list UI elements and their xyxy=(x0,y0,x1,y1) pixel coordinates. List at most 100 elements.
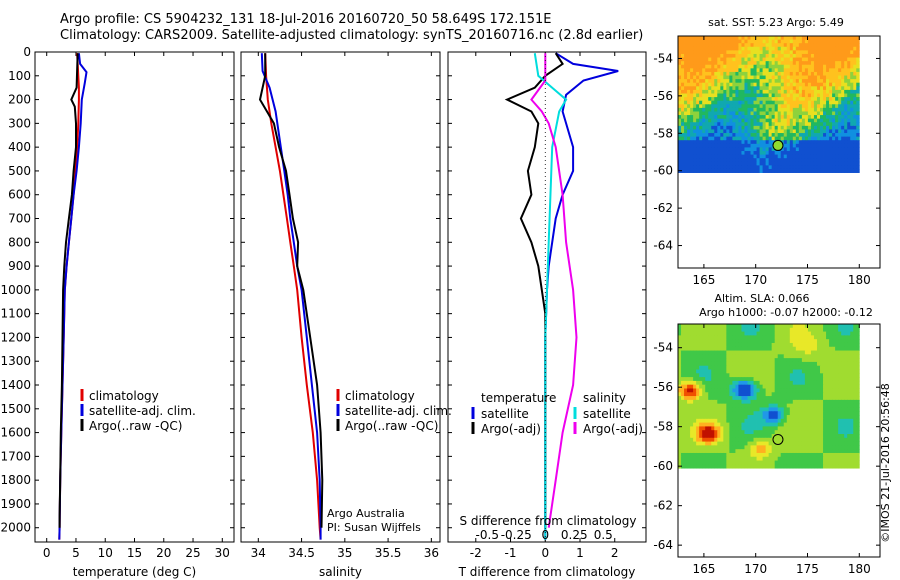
sla-map-xtick-label: 180 xyxy=(848,562,871,576)
sst-map-field xyxy=(678,36,860,173)
salinity-xtick-label: 35 xyxy=(337,546,352,560)
difference-xtick-label: 2 xyxy=(611,546,619,560)
difference-series-line xyxy=(504,52,564,528)
temperature-xtick-label: 10 xyxy=(98,546,113,560)
difference-xtick-label: -1 xyxy=(505,546,517,560)
sla-map-xtick-label: 175 xyxy=(796,562,819,576)
difference-xlabel-top: S difference from climatology xyxy=(460,514,637,528)
sst-map-xtick-label: 175 xyxy=(796,273,819,287)
salinity-legend-label: Argo(..raw -QC) xyxy=(345,419,438,433)
temperature-ytick-label: 2000 xyxy=(0,521,31,535)
sst-map-float-marker xyxy=(772,139,784,151)
temperature-xtick-label: 0 xyxy=(43,546,51,560)
temperature-xtick-label: 15 xyxy=(127,546,142,560)
sst-map-ytick-label: -54 xyxy=(653,51,673,65)
salinity-xtick-label: 34 xyxy=(251,546,266,560)
salinity-series-line xyxy=(258,53,324,528)
difference-s-tick-label: 0.5 xyxy=(594,528,613,542)
salinity-xtick-label: 35.5 xyxy=(375,546,402,560)
salinity-legend-label: climatology xyxy=(345,389,415,403)
temperature-ytick-label: 0 xyxy=(23,45,31,59)
difference-xtick-label: 1 xyxy=(576,546,584,560)
header-line-1: Argo profile: CS 5904232_131 18-Jul-2016… xyxy=(60,12,552,27)
sst-map-frame xyxy=(677,35,881,269)
sla-map-xtick-label: 165 xyxy=(692,562,715,576)
sst-map-ytick-label: -62 xyxy=(653,201,673,215)
difference-xtick-label: 0 xyxy=(541,546,549,560)
sla-map-ytick-label: -56 xyxy=(653,380,673,394)
difference-s-tick-label: 0 xyxy=(541,528,549,542)
difference-legend-label: Argo(-adj) xyxy=(583,422,643,436)
salinity-annotation: Argo Australia xyxy=(327,507,405,520)
difference-series-line xyxy=(530,53,578,528)
sla-map-title: Altim. SLA: 0.066 xyxy=(714,292,809,305)
temperature-ytick-label: 1600 xyxy=(0,426,31,440)
salinity-frame xyxy=(240,51,441,543)
sla-map-xtick-label: 170 xyxy=(744,562,767,576)
temperature-ytick-label: 1300 xyxy=(0,354,31,368)
temperature-ytick-label: 600 xyxy=(8,188,31,202)
sst-map-ytick-label: -56 xyxy=(653,89,673,103)
temperature-ytick-label: 500 xyxy=(8,164,31,178)
salinity-xtick-label: 34.5 xyxy=(288,546,315,560)
temperature-ytick-label: 1000 xyxy=(0,283,31,297)
sst-map-ytick-label: -64 xyxy=(653,239,673,253)
salinity-annotation: PI: Susan Wijffels xyxy=(327,521,421,534)
sla-map-frame xyxy=(677,323,881,558)
temperature-legend-label: climatology xyxy=(89,389,159,403)
difference-legend-title-salinity: salinity xyxy=(583,391,626,405)
temperature-ytick-label: 1100 xyxy=(0,307,31,321)
temperature-legend-label: Argo(..raw -QC) xyxy=(89,419,182,433)
difference-frame xyxy=(447,51,647,543)
temperature-ytick-label: 1900 xyxy=(0,497,31,511)
difference-xlabel: T difference from climatology xyxy=(458,565,636,579)
difference-s-tick-label: -0.25 xyxy=(501,528,532,542)
sla-map-float-marker xyxy=(772,433,784,445)
temperature-ytick-label: 300 xyxy=(8,116,31,130)
temperature-ytick-label: 200 xyxy=(8,93,31,107)
difference-xtick-label: -2 xyxy=(470,546,482,560)
sst-map-xtick-label: 180 xyxy=(848,273,871,287)
sst-map-ytick-label: -58 xyxy=(653,126,673,140)
difference-legend-label: Argo(-adj) xyxy=(481,422,541,436)
difference-series-line xyxy=(533,53,568,540)
temperature-ytick-label: 1200 xyxy=(0,330,31,344)
temperature-ytick-label: 700 xyxy=(8,212,31,226)
sst-map-xtick-label: 170 xyxy=(744,273,767,287)
temperature-xtick-label: 5 xyxy=(72,546,80,560)
temperature-ytick-label: 1700 xyxy=(0,449,31,463)
difference-s-tick-label: 0.25 xyxy=(561,528,588,542)
salinity-xtick-label: 36 xyxy=(424,546,439,560)
temperature-ytick-label: 1400 xyxy=(0,378,31,392)
salinity-legend-label: satellite-adj. clim. xyxy=(345,404,452,418)
temperature-xlabel: temperature (deg C) xyxy=(73,565,196,579)
difference-legend-label: satellite xyxy=(481,407,529,421)
sla-map-ytick-label: -60 xyxy=(653,459,673,473)
sla-map-ytick-label: -54 xyxy=(653,341,673,355)
temperature-ytick-label: 400 xyxy=(8,140,31,154)
header-line-2: Climatology: CARS2009. Satellite-adjuste… xyxy=(60,28,644,43)
temperature-ytick-label: 100 xyxy=(8,69,31,83)
temperature-xtick-label: 20 xyxy=(156,546,171,560)
sst-map-ytick-label: -60 xyxy=(653,164,673,178)
sst-map-title: sat. SST: 5.23 Argo: 5.49 xyxy=(708,16,844,29)
temperature-ytick-label: 1800 xyxy=(0,473,31,487)
salinity-series-line xyxy=(260,53,322,540)
temperature-ytick-label: 800 xyxy=(8,235,31,249)
sla-map-ytick-label: -64 xyxy=(653,538,673,552)
sla-map-field xyxy=(678,324,860,469)
temperature-legend-label: satellite-adj. clim. xyxy=(89,404,196,418)
temperature-xtick-label: 30 xyxy=(215,546,230,560)
sla-map-ytick-label: -62 xyxy=(653,499,673,513)
temperature-xtick-label: 25 xyxy=(185,546,200,560)
difference-legend-label: satellite xyxy=(583,407,631,421)
temperature-series-line xyxy=(58,53,79,528)
difference-s-tick-label: -0.5 xyxy=(476,528,499,542)
credit-text: ©IMOS 21-Jul-2016 20:56:48 xyxy=(879,383,892,543)
temperature-ytick-label: 1500 xyxy=(0,402,31,416)
sst-map-xtick-label: 165 xyxy=(692,273,715,287)
sla-map-ytick-label: -58 xyxy=(653,420,673,434)
temperature-ytick-label: 900 xyxy=(8,259,31,273)
sla-map-subtitle: Argo h1000: -0.07 h2000: -0.12 xyxy=(699,306,873,319)
